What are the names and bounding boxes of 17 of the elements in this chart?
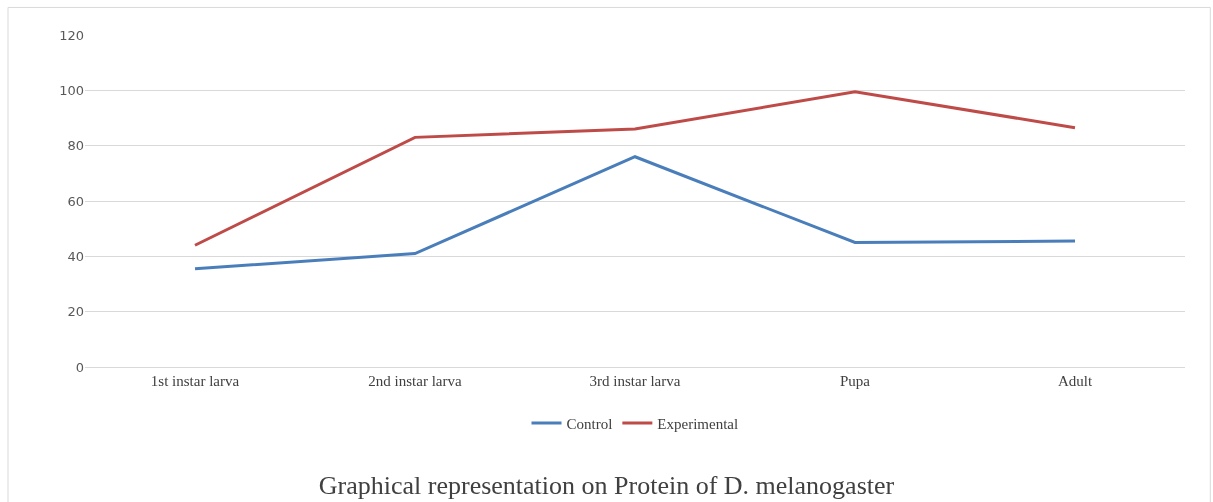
x-tick-label: Adult	[1057, 373, 1093, 389]
line-series	[193, 155, 1077, 271]
y-tick-label: 80	[67, 138, 84, 154]
x-tick-label: 3rd instar larva	[589, 373, 681, 389]
x-tick-label: Pupa	[840, 373, 871, 389]
y-tick-label: 0	[75, 359, 84, 375]
text: Graphical representation on Protein of D. melanogaster	[318, 471, 895, 501]
y-tick-label: 120	[59, 27, 84, 43]
y-tick-label: 20	[67, 304, 84, 320]
line-series	[193, 90, 1077, 247]
legend-label: Experimental	[657, 415, 739, 432]
x-tick-label: 1st instar larva	[150, 373, 240, 389]
y-tick-label: 100	[59, 82, 84, 98]
legend-label: Control	[566, 415, 613, 432]
y-tick-label: 60	[67, 193, 84, 209]
y-tick-label: 40	[67, 248, 84, 264]
x-tick-label: 2nd instar larva	[368, 373, 462, 389]
